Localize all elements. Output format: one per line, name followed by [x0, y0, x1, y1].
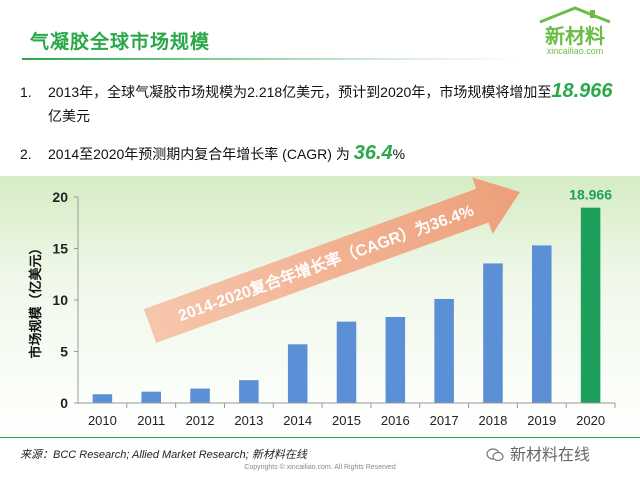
bar-2015 [336, 321, 357, 403]
y-tick-label: 10 [52, 292, 68, 308]
footer-divider [0, 437, 640, 438]
x-tick-label: 2019 [527, 413, 556, 428]
y-tick-label: 15 [52, 241, 68, 257]
bullet-2: 2. 2014至2020年预测期内复合年增长率 (CAGR) 为 36.4% [20, 142, 405, 165]
bullet-text: 2013年，全球气凝胶市场规模为2.218亿美元，预计到2020年，市场规模将增… [48, 84, 552, 100]
x-tick-label: 2018 [478, 413, 507, 428]
logo-name: 新材料 [545, 26, 605, 48]
brand-logo: 新材料 xincailiao.com [530, 6, 620, 58]
bar-2018 [483, 263, 503, 403]
x-tick-label: 2013 [234, 413, 263, 428]
y-tick-label: 20 [52, 189, 68, 205]
title-underline [22, 58, 522, 60]
x-tick-label: 2010 [88, 413, 117, 428]
bullet-number: 1. [20, 84, 32, 100]
wechat-watermark: 新材料在线 [486, 441, 590, 465]
bar-2016 [385, 316, 406, 403]
bar-2012 [190, 388, 210, 403]
arrow-shape [143, 177, 520, 343]
x-tick-label: 2020 [576, 413, 605, 428]
bar-2013 [239, 380, 259, 403]
bar-2020 [580, 207, 601, 403]
wechat-label: 新材料在线 [510, 447, 591, 464]
cagr-annotation: 2014-2020复合年增长率（CAGR）为36.4% [175, 201, 476, 325]
chart-panel: 0 5 10 15 20 市场规模（亿美元） 2010 2011 2012 2013 2014 20… [0, 176, 640, 436]
page-title: 气凝胶全球市场规模 [30, 32, 211, 53]
bullet-text-suffix: % [392, 146, 406, 162]
source-note: 来源：BCC Research; Allied Market Research;… [20, 449, 307, 461]
bar-2014 [287, 344, 308, 403]
bullet-text: 2014至2020年预测期内复合年增长率 (CAGR) 为 [48, 146, 354, 162]
y-tick-label: 5 [60, 344, 68, 360]
cagr-arrow: 2014-2020复合年增长率（CAGR）为36.4% [143, 177, 520, 343]
wechat-icon [486, 448, 504, 462]
y-axis-label: 市场规模（亿美元） [28, 241, 43, 358]
x-tick-label: 2017 [430, 413, 459, 428]
x-tick-label: 2014 [283, 413, 312, 428]
x-tick-label: 2011 [137, 413, 165, 428]
bar-2011 [141, 391, 161, 403]
x-tick-label: 2015 [332, 413, 361, 428]
highlight-value: 36.4 [353, 142, 393, 164]
copyright-text: Copyrights © xincailiao.com. All Rights … [244, 464, 396, 471]
bullet-1: 1. 2013年，全球气凝胶市场规模为2.218亿美元，预计到2020年，市场规模… [20, 80, 613, 103]
y-tick-label: 0 [60, 395, 68, 411]
x-tick-label: 2012 [186, 413, 215, 428]
bar-2017 [434, 298, 454, 403]
logo-url: xincailiao.com [546, 46, 604, 56]
bar-2010 [92, 394, 113, 403]
bar-chart: 0 5 10 15 20 市场规模（亿美元） 2010 2011 2012 2013 2014 20… [28, 177, 616, 428]
header: 气凝胶全球市场规模 新材料 xincailiao.com [0, 0, 640, 66]
bullet-1-continued: 亿美元 [48, 108, 90, 124]
bullet-number: 2. [20, 146, 32, 162]
data-label: 18.966 [569, 187, 612, 203]
bar-2019 [532, 245, 552, 403]
house-roof-icon [539, 6, 611, 24]
highlight-value: 18.966 [551, 80, 613, 102]
x-tick-label: 2016 [381, 413, 410, 428]
